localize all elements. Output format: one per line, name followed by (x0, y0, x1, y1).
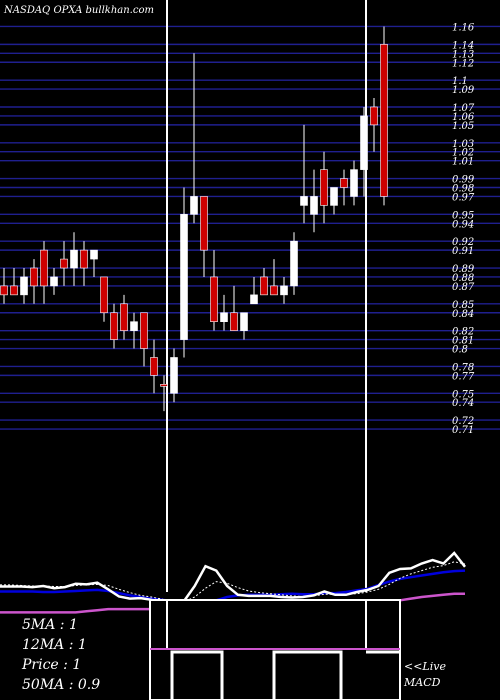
candle-down (120, 303, 128, 331)
candle-down (270, 285, 278, 296)
candle-down (210, 276, 218, 322)
ma50-label: 50MA : 0.9 (22, 677, 101, 693)
price-label: Price : 1 (22, 657, 82, 673)
candle-down (0, 285, 8, 296)
y-tick-label: 1.13 (452, 49, 474, 60)
candle-up (280, 285, 288, 296)
y-tick-label: 0.81 (452, 336, 474, 347)
candle-up (240, 312, 248, 331)
y-tick-label: 0.92 (452, 237, 474, 248)
candle-up (360, 115, 368, 170)
y-tick-label: 0.95 (452, 210, 474, 221)
candle-up (70, 249, 78, 269)
candle-up (350, 169, 358, 197)
candle-up (180, 214, 188, 340)
candle-down (200, 196, 208, 251)
macd-label: MACD (404, 676, 441, 689)
highlight-window (166, 0, 367, 592)
candle-up (330, 187, 338, 206)
y-tick-label: 1.06 (452, 112, 475, 123)
live-label: <<Live (404, 660, 446, 673)
candle-up (220, 312, 228, 322)
y-tick-label: 1.12 (452, 58, 474, 69)
candle-up (300, 196, 308, 206)
y-tick-label: 1.01 (452, 157, 474, 168)
candle-down (380, 44, 388, 197)
y-tick-label: 0.87 (452, 282, 475, 293)
y-tick-label: 0.99 (452, 175, 475, 186)
candle-down (320, 169, 328, 206)
y-tick-label: 0.85 (452, 300, 474, 311)
y-tick-label: 0.75 (452, 389, 474, 400)
y-tick-label: 0.82 (452, 327, 474, 338)
y-tick-label: 1.16 (452, 22, 475, 33)
macd-slow-line (0, 569, 466, 605)
y-tick-label: 1.02 (452, 148, 474, 159)
candle-down (10, 285, 18, 296)
price-gridlines (0, 25, 500, 430)
candle-down (230, 312, 238, 331)
candle-down (160, 384, 168, 387)
candle-up (130, 321, 138, 331)
ma12-label: 12MA : 1 (22, 637, 87, 653)
y-tick-label: 0.94 (452, 219, 474, 230)
candle-up (310, 196, 318, 215)
y-tick-label: 0.72 (452, 416, 474, 427)
y-tick-label: 0.8 (452, 345, 468, 356)
y-tick-label: 1.03 (452, 139, 474, 150)
candle-down (140, 312, 148, 349)
candle-down (60, 258, 68, 269)
header-title: NASDAQ OPXA bullkhan.com (4, 5, 154, 16)
candle-up (50, 276, 58, 287)
candle-down (150, 357, 158, 376)
y-tick-label: 0.97 (452, 192, 475, 203)
candle-down (370, 106, 378, 126)
candle-up (90, 249, 98, 260)
y-tick-label: 0.78 (452, 362, 474, 373)
candle-down (80, 249, 88, 269)
ma5-label: 5MA : 1 (22, 617, 78, 633)
y-tick-label: 0.91 (452, 246, 474, 257)
inset-box (149, 599, 401, 700)
candle-down (100, 276, 108, 314)
macd-signal-line (0, 561, 466, 603)
y-axis-labels: 0.710.720.740.750.770.780.80.810.820.840… (452, 22, 475, 436)
y-tick-label: 0.74 (452, 398, 474, 409)
candle-up (20, 276, 28, 296)
candle-down (260, 276, 268, 296)
candle-down (340, 178, 348, 188)
y-tick-label: 0.77 (452, 371, 475, 382)
y-tick-label: 1.07 (452, 103, 475, 114)
candle-down (30, 267, 38, 287)
y-tick-label: 0.88 (452, 273, 474, 284)
y-tick-label: 1.1 (452, 76, 468, 87)
macd-line (0, 551, 466, 606)
candle-down (110, 312, 118, 340)
candle-up (250, 294, 258, 305)
candle-down (40, 249, 48, 287)
y-tick-label: 1.14 (452, 40, 474, 51)
y-tick-label: 1.05 (452, 121, 474, 132)
y-tick-label: 1.09 (452, 85, 475, 96)
y-tick-label: 0.84 (452, 309, 474, 320)
candle-up (170, 357, 178, 394)
candles (0, 26, 388, 412)
candle-up (190, 196, 198, 215)
y-tick-label: 0.71 (452, 425, 474, 436)
y-tick-label: 0.89 (452, 264, 475, 275)
y-tick-label: 0.98 (452, 184, 474, 195)
candle-up (290, 240, 298, 287)
